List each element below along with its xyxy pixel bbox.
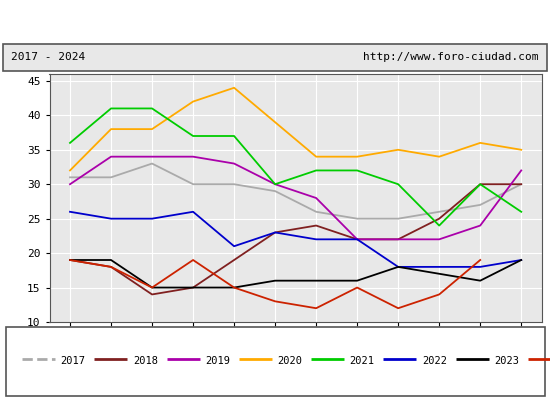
Bar: [6, 328, 544, 396]
Text: 2017 - 2024: 2017 - 2024: [11, 52, 85, 62]
Text: Evolucion del paro registrado en Frómista: Evolucion del paro registrado en Frómist…: [116, 13, 435, 29]
Text: 2018: 2018: [133, 356, 158, 366]
Text: 2017: 2017: [60, 356, 85, 366]
Text: 2021: 2021: [350, 356, 375, 366]
Text: http://www.foro-ciudad.com: http://www.foro-ciudad.com: [364, 52, 539, 62]
Text: 2019: 2019: [205, 356, 230, 366]
Text: 2023: 2023: [494, 356, 519, 366]
Text: 2020: 2020: [277, 356, 302, 366]
Text: 2022: 2022: [422, 356, 447, 366]
